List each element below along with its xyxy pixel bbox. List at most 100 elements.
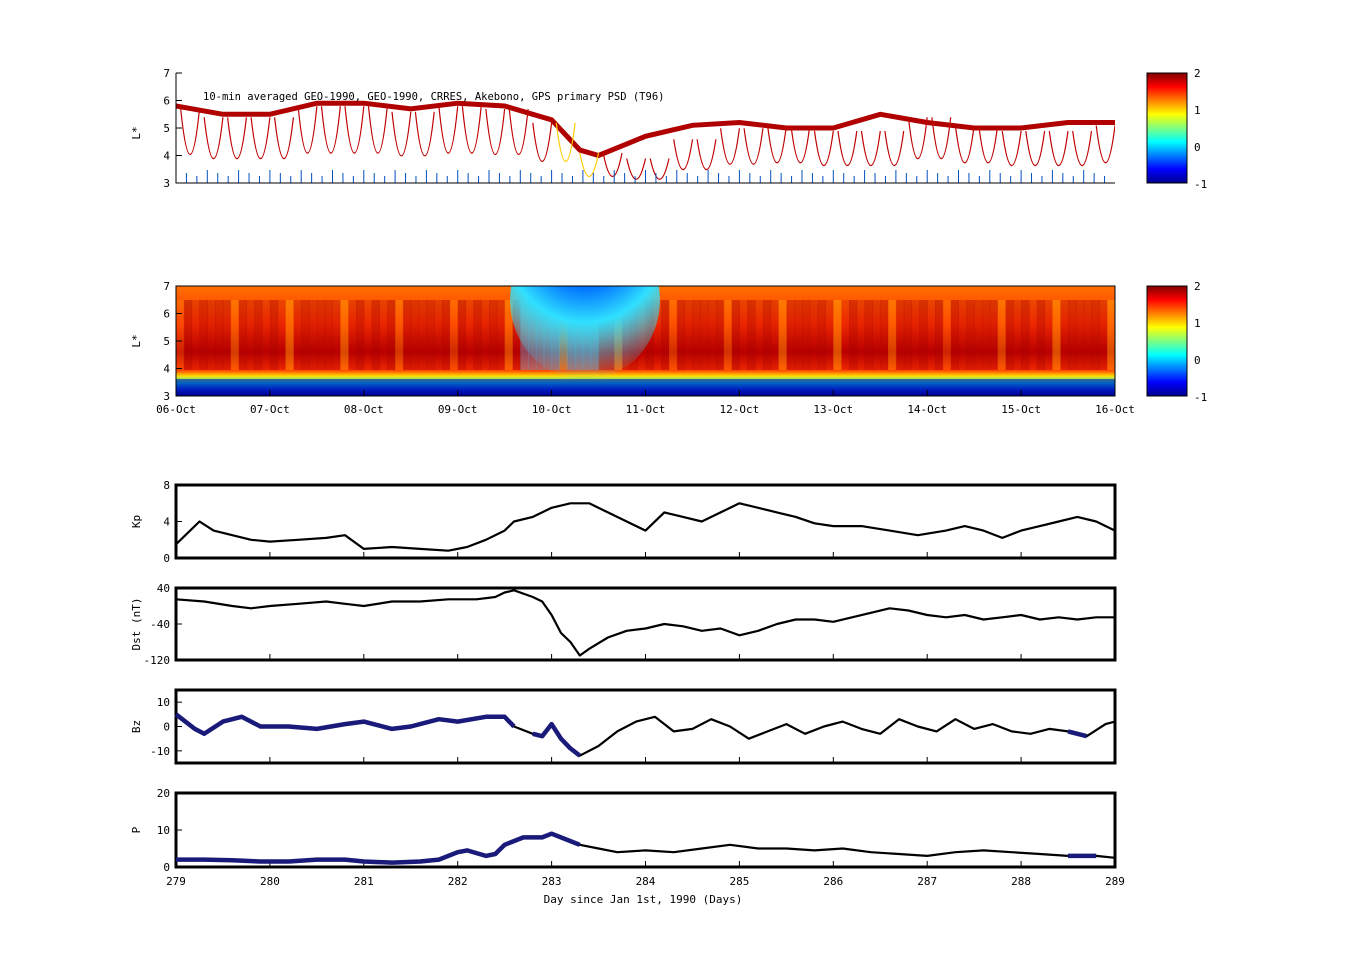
model-psd-cell (1052, 300, 1061, 370)
model-psd-cell (1021, 300, 1030, 370)
orbit-pass (954, 125, 975, 164)
model-psd-cell (363, 300, 373, 370)
day-tick-label: 283 (542, 875, 562, 888)
y-tick-label: 4 (163, 363, 170, 376)
day-tick-label: 287 (917, 875, 937, 888)
dst-ylabel: Dst (nT) (130, 598, 143, 651)
panel-p: 0 10 20 P 279 280 281 282 283 284 285 286 287 288 289 (130, 787, 1125, 888)
model-psd-cell (872, 300, 881, 370)
model-psd-cell (1005, 300, 1014, 370)
model-psd-cell (449, 300, 459, 370)
model-psd-cell (1075, 300, 1085, 370)
date-ticks: 06-Oct 07-Oct 08-Oct 09-Oct 10-Oct 11-Oct 12-O… (156, 390, 1135, 416)
orbit-pass (767, 125, 787, 164)
orbit-pass (227, 117, 247, 159)
model-psd-cell (348, 300, 357, 370)
cbar1-tick-2: 2 (1194, 67, 1201, 80)
orbit-pass (508, 108, 529, 156)
model-psd-cell (927, 300, 936, 370)
y-tick-label: 4 (163, 516, 170, 529)
model-psd-cell (903, 300, 913, 370)
model-psd-cell (1036, 300, 1046, 370)
model-psd-cell (997, 300, 1006, 370)
model-psd-cell (653, 300, 662, 370)
date-tick-label: 07-Oct (250, 403, 290, 416)
kp-series (175, 502, 1116, 552)
orbit-pass (743, 128, 764, 165)
model-colorbar-ticks: 2 1 0 -1 (1194, 280, 1207, 404)
orbit-pass (884, 130, 905, 167)
orbit-pass (532, 122, 553, 162)
y-tick-label: 0 (163, 861, 170, 874)
orbit-pass (274, 117, 294, 159)
model-psd-cell (457, 300, 467, 370)
observed-colorbar (1146, 72, 1188, 184)
cbar2-tick-0: 0 (1194, 354, 1201, 367)
model-psd-cell (1107, 300, 1115, 370)
model-psd-cell (254, 300, 263, 370)
panel-kp: 0 4 8 Kp (130, 479, 1117, 565)
cbar1-tick-1: 1 (1194, 104, 1201, 117)
model-psd-cell (176, 300, 185, 370)
orbit-pass (344, 106, 365, 154)
date-tick-label: 11-Oct (626, 403, 666, 416)
cbar2-tick-m1: -1 (1194, 391, 1207, 404)
model-psd-heatmap (176, 286, 1115, 396)
day-tick-label: 286 (823, 875, 843, 888)
orbit-pass (180, 108, 201, 156)
model-psd-cell (395, 300, 404, 370)
cbar2-tick-2: 2 (1194, 280, 1201, 293)
model-psd-cell (1060, 300, 1069, 370)
orbit-pass (555, 122, 576, 162)
orbit-pass (461, 106, 482, 154)
model-psd-cell (864, 300, 873, 370)
y-tick-label: -40 (150, 618, 170, 631)
y-tick-label: 0 (163, 552, 170, 565)
model-psd-cell (371, 300, 380, 370)
day-tick-label: 282 (448, 875, 468, 888)
model-psd-cell (715, 300, 725, 370)
y-tick-label: -120 (144, 654, 171, 667)
panel-observed-psd: 3 4 5 6 7 L* 10-min averaged GEO-1990, GEO-1… (130, 67, 1207, 191)
orbit-pass (626, 158, 647, 180)
model-psd-cell (966, 300, 975, 370)
model-psd-cell (285, 300, 294, 370)
model-y-ticks: 3 4 5 6 7 (163, 280, 182, 403)
model-psd-cell (895, 300, 905, 370)
model-psd-cell (1028, 300, 1038, 370)
y-tick-label: 40 (157, 582, 170, 595)
date-tick-label: 14-Oct (907, 403, 947, 416)
bz-series (175, 713, 1116, 757)
y-tick-label: 3 (163, 390, 170, 403)
day-tick-label: 288 (1011, 875, 1031, 888)
orbit-pass (1025, 130, 1046, 167)
kp-ylabel: Kp (130, 515, 143, 528)
orbit-pass (438, 106, 459, 154)
bz-measured-segment (174, 712, 516, 737)
model-psd-cell (989, 300, 999, 370)
model-psd-cell (1091, 300, 1100, 370)
model-psd-cell (402, 300, 412, 370)
orbit-pass (320, 106, 341, 154)
model-psd-inner-edge (176, 379, 1115, 396)
model-psd-cell (481, 300, 490, 370)
model-psd-cell (1099, 300, 1108, 370)
model-psd-cell (1083, 300, 1093, 370)
model-psd-cell (269, 300, 279, 370)
orbit-pass (602, 152, 623, 177)
bz-ylabel: Bz (130, 720, 143, 733)
model-psd-cell (668, 300, 678, 370)
orbit-pass (696, 139, 717, 171)
model-psd-cell (222, 300, 232, 370)
model-psd-cell (238, 300, 247, 370)
observed-psd-traces (176, 100, 1115, 183)
model-psd-cell (489, 300, 498, 370)
date-tick-label: 12-Oct (720, 403, 760, 416)
model-psd-storm-depletion (510, 286, 660, 380)
model-psd-cell (418, 300, 427, 370)
model-psd-cell (496, 300, 506, 370)
model-psd-cell (661, 300, 670, 370)
orbit-pass (813, 130, 834, 167)
orbit-pass (579, 152, 600, 177)
model-psd-cell (794, 300, 803, 370)
